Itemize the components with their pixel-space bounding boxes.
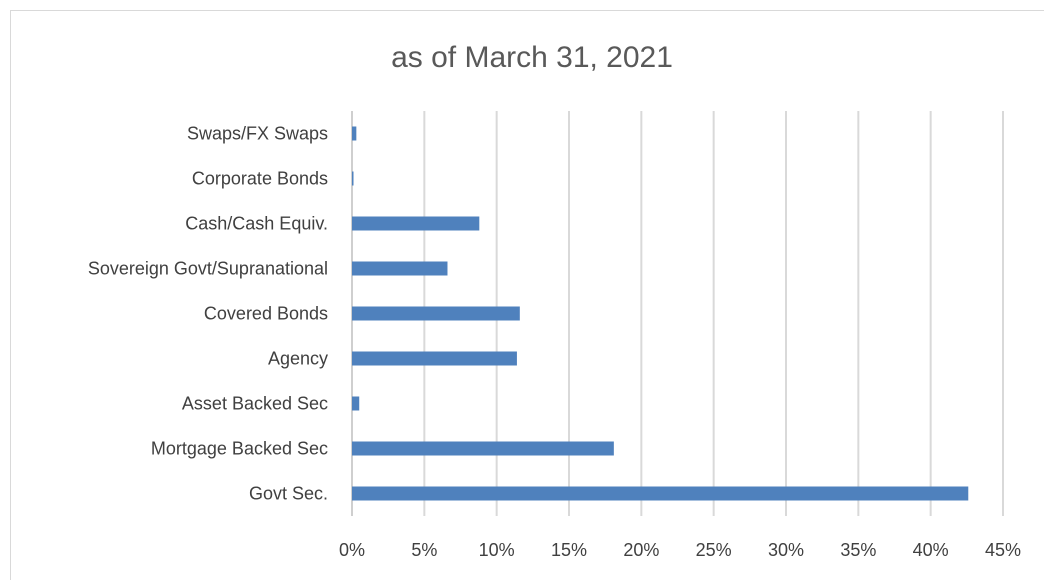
x-tick-label: 30%: [768, 540, 804, 560]
x-tick-label: 40%: [913, 540, 949, 560]
chart-frame: [10, 10, 1044, 580]
x-tick-label: 35%: [840, 540, 876, 560]
category-label: Cash/Cash Equiv.: [185, 214, 328, 234]
bar: [352, 441, 614, 456]
x-tick-label: 10%: [479, 540, 515, 560]
bar: [352, 216, 480, 231]
x-tick-label: 5%: [411, 540, 437, 560]
category-labels: Swaps/FX Swaps Corporate Bonds Cash/Cash E…: [88, 124, 328, 504]
category-label: Sovereign Govt/Supranational: [88, 259, 328, 279]
x-tick-label: 45%: [985, 540, 1021, 560]
category-label: Covered Bonds: [204, 304, 328, 324]
bar: [352, 261, 448, 276]
bar: [352, 351, 517, 366]
category-label: Swaps/FX Swaps: [187, 124, 328, 144]
bar: [352, 396, 360, 411]
bar: [352, 171, 354, 186]
category-label: Corporate Bonds: [192, 169, 328, 189]
bar: [352, 126, 357, 141]
category-label: Mortgage Backed Sec: [151, 439, 328, 459]
bar-layer: [352, 126, 969, 501]
x-tick-label: 0%: [339, 540, 365, 560]
category-label: Asset Backed Sec: [182, 394, 328, 414]
x-tick-label: 20%: [623, 540, 659, 560]
chart-title: as of March 31, 2021: [391, 41, 673, 74]
bar: [352, 486, 969, 501]
x-tick-label: 15%: [551, 540, 587, 560]
tick-labels: 0% 5% 10% 15% 20% 25% 30% 35% 40% 45%: [339, 540, 1021, 560]
bar: [352, 306, 520, 321]
category-label: Agency: [268, 349, 328, 369]
x-tick-label: 25%: [696, 540, 732, 560]
category-label: Govt Sec.: [249, 484, 328, 504]
